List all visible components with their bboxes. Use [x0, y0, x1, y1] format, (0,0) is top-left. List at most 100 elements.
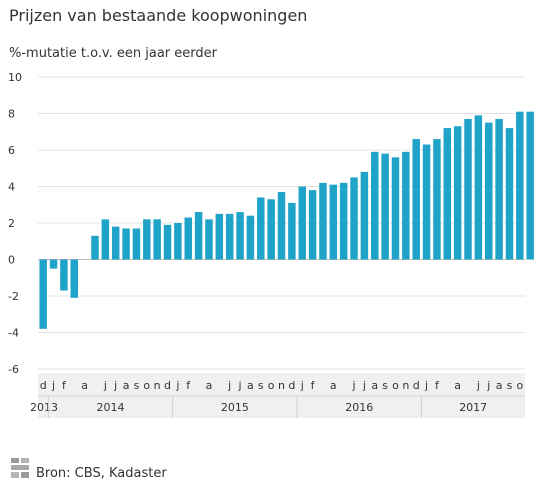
x-tick-label: d — [413, 379, 420, 392]
bar — [350, 177, 358, 260]
bar — [474, 115, 483, 260]
bar — [277, 191, 286, 260]
bar — [236, 212, 244, 260]
x-tick-label: o — [268, 379, 275, 392]
x-tick-label: n — [154, 379, 161, 392]
bar — [143, 219, 151, 260]
year-label: 2017 — [459, 401, 487, 414]
year-label: 2014 — [97, 401, 125, 414]
y-tick-label: 0 — [8, 254, 15, 267]
bar — [381, 153, 389, 260]
bar — [174, 223, 182, 260]
x-tick-label: j — [238, 379, 242, 392]
year-label: 2013 — [30, 401, 58, 414]
x-tick-label: f — [311, 379, 316, 392]
bar — [101, 219, 110, 260]
bar — [205, 219, 213, 260]
bar — [39, 259, 47, 329]
x-tick-label: j — [362, 379, 366, 392]
bar — [391, 157, 400, 260]
bar — [225, 213, 234, 260]
x-tick-label: s — [507, 379, 513, 392]
bar — [153, 219, 161, 260]
bar — [371, 151, 379, 260]
source-note: Bron: CBS, Kadaster — [36, 466, 167, 481]
bar-series — [39, 111, 534, 329]
cbs-logo-icon — [11, 458, 29, 478]
bar — [184, 217, 192, 260]
x-tick-label: s — [134, 379, 140, 392]
x-tick-label: a — [496, 379, 503, 392]
bar — [443, 128, 452, 260]
bar — [495, 118, 503, 260]
y-tick-label: 2 — [8, 217, 15, 230]
x-tick-label: s — [382, 379, 388, 392]
bar — [60, 259, 68, 291]
bar — [298, 186, 306, 260]
x-tick-label: j — [51, 379, 55, 392]
bar — [329, 184, 338, 260]
bar — [453, 126, 462, 260]
bar — [122, 228, 130, 260]
bar — [464, 118, 472, 260]
y-axis-ticks: 10 8 6 4 2 0 -2 -4 -6 — [8, 71, 22, 376]
bar — [49, 259, 58, 269]
y-tick-label: 6 — [8, 144, 15, 157]
x-tick-label: j — [227, 379, 231, 392]
x-tick-label: f — [62, 379, 67, 392]
y-tick-label: 8 — [8, 108, 15, 121]
bar — [422, 144, 431, 260]
bar — [402, 151, 410, 260]
x-tick-label: f — [186, 379, 191, 392]
chart-subtitle: %-mutatie t.o.v. een jaar eerder — [9, 46, 217, 61]
bar — [526, 111, 534, 260]
x-tick-label: a — [123, 379, 130, 392]
x-tick-label: d — [288, 379, 295, 392]
bar — [308, 190, 317, 260]
x-tick-label: s — [258, 379, 264, 392]
x-tick-label: d — [164, 379, 171, 392]
chart-title: Prijzen van bestaande koopwoningen — [9, 6, 308, 25]
x-tick-label: f — [435, 379, 440, 392]
x-tick-label: a — [206, 379, 213, 392]
x-tick-label: d — [40, 379, 47, 392]
x-tick-label: j — [352, 379, 356, 392]
y-tick-label: -2 — [8, 290, 19, 303]
bar — [111, 226, 120, 260]
bar — [505, 128, 514, 260]
bar — [516, 111, 524, 260]
bar — [360, 171, 369, 260]
x-tick-label: j — [476, 379, 480, 392]
bar — [163, 224, 172, 260]
x-tick-label: j — [424, 379, 428, 392]
x-tick-label: a — [330, 379, 337, 392]
x-tick-label: a — [247, 379, 254, 392]
y-tick-label: -6 — [8, 363, 19, 376]
x-tick-label: n — [278, 379, 285, 392]
bar — [412, 139, 420, 260]
bar — [339, 182, 348, 260]
x-axis: d j f a j j a s o n d j f a j j a s o n d j f a j j a s o n d j f a j j a s o2… — [30, 373, 525, 418]
x-tick-label: a — [454, 379, 461, 392]
bar — [288, 202, 296, 260]
x-tick-label: j — [300, 379, 304, 392]
bar — [215, 213, 224, 260]
bar — [70, 259, 78, 298]
x-tick-label: a — [371, 379, 378, 392]
year-label: 2015 — [221, 401, 249, 414]
x-tick-label: j — [103, 379, 107, 392]
bar — [433, 139, 441, 260]
y-tick-label: -4 — [8, 327, 19, 340]
bar — [319, 182, 327, 260]
y-tick-label: 10 — [8, 71, 22, 84]
bar — [194, 212, 203, 260]
y-tick-label: 4 — [8, 181, 15, 194]
x-tick-label: a — [81, 379, 88, 392]
bar — [132, 228, 141, 260]
year-label: 2016 — [345, 401, 373, 414]
bar — [267, 199, 275, 260]
bar — [91, 235, 99, 260]
x-tick-label: j — [113, 379, 117, 392]
bar — [257, 197, 265, 260]
